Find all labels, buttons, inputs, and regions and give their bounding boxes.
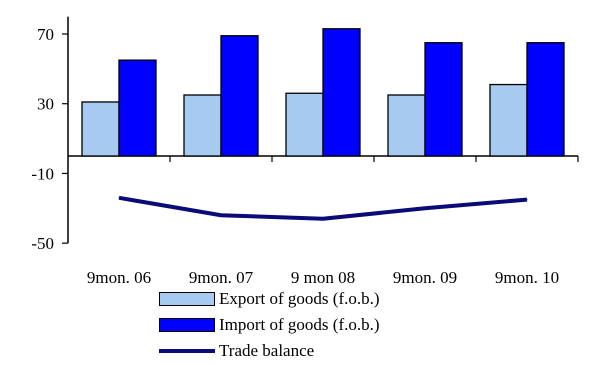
bar-export-1	[183, 94, 222, 157]
x-tick-label-0: 9mon. 06	[87, 268, 151, 287]
y-tick-label-1: 30	[37, 95, 54, 114]
legend-swatch-trade-balance	[159, 349, 215, 353]
x-tick-label-4: 9mon. 10	[495, 268, 559, 287]
bar-import-0	[118, 59, 157, 157]
x-tick-label-3: 9mon. 09	[393, 268, 457, 287]
x-tick-label-2: 9 mon 08	[291, 268, 355, 287]
legend-item-trade-balance: Trade balance	[159, 338, 459, 364]
y-tick-label-3: -50	[31, 234, 54, 253]
bar-import-3	[424, 42, 463, 157]
point-trade-balance-4	[526, 199, 528, 201]
y-tick-label-0: 70	[37, 25, 54, 44]
point-trade-balance-0	[118, 197, 120, 199]
bar-export-4	[489, 83, 528, 157]
bar-export-0	[81, 101, 120, 157]
point-trade-balance-1	[220, 214, 222, 216]
line-trade-balance	[118, 195, 528, 221]
point-trade-balance-3	[424, 207, 426, 209]
legend-label-export: Export of goods (f.o.b.)	[219, 289, 380, 308]
point-trade-balance-2	[322, 218, 324, 220]
legend-swatch-export	[159, 292, 215, 306]
bar-import-4	[526, 42, 565, 157]
legend-item-import: Import of goods (f.o.b.)	[159, 312, 459, 338]
bar-export-3	[387, 94, 426, 157]
bar-export-2	[285, 92, 324, 157]
legend-item-export: Export of goods (f.o.b.)	[159, 286, 459, 312]
y-tick-label-2: -10	[31, 164, 54, 183]
legend: Export of goods (f.o.b.) Import of goods…	[159, 286, 459, 364]
x-tick-label-1: 9mon. 07	[189, 268, 254, 287]
legend-label-import: Import of goods (f.o.b.)	[219, 315, 380, 334]
legend-label-trade-balance: Trade balance	[219, 341, 315, 360]
bar-import-1	[220, 35, 259, 157]
legend-swatch-import	[159, 318, 215, 332]
bar-import-2	[322, 28, 361, 157]
